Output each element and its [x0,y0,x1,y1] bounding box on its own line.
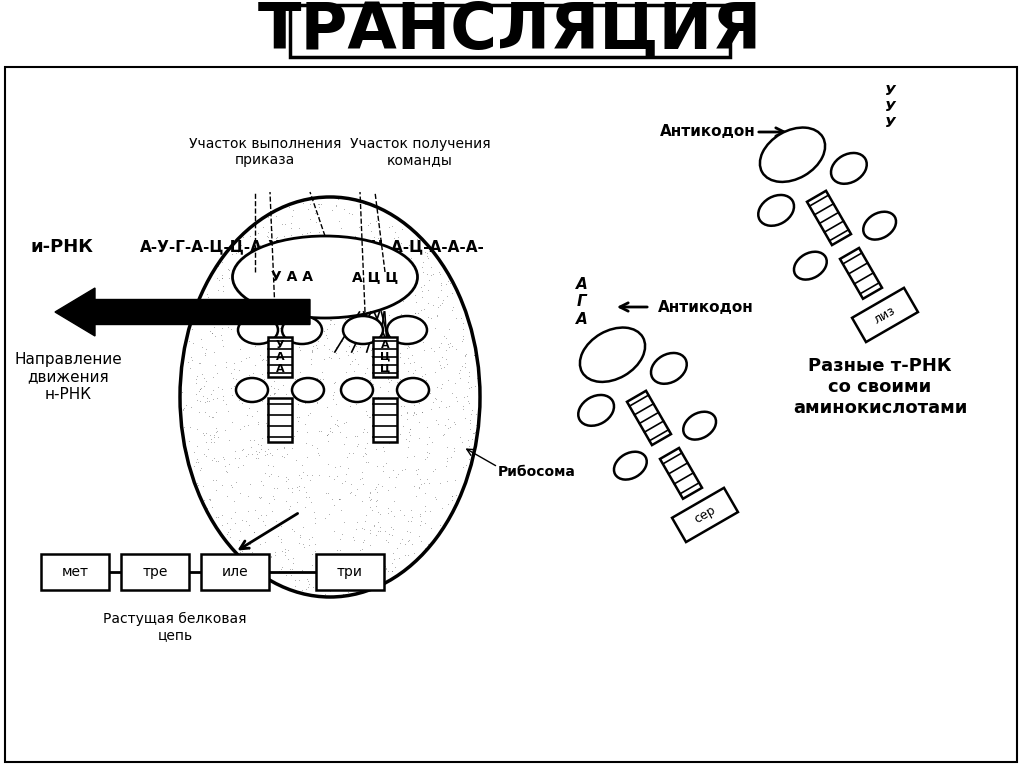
Ellipse shape [236,378,268,402]
Text: Рибосома: Рибосома [498,465,575,479]
Text: мет: мет [61,565,88,579]
Text: лиз: лиз [871,304,898,326]
FancyBboxPatch shape [5,67,1017,762]
Ellipse shape [579,395,614,426]
Text: У
У
У: У У У [885,84,896,130]
FancyBboxPatch shape [290,5,730,57]
Polygon shape [672,488,738,542]
Text: Растущая белковая
цепь: Растущая белковая цепь [103,612,247,642]
Bar [268,337,292,377]
Text: иле: иле [221,565,248,579]
Ellipse shape [292,378,324,402]
Ellipse shape [282,316,322,344]
Text: А
Г
А: А Г А [577,277,588,327]
FancyBboxPatch shape [121,554,189,590]
Ellipse shape [683,412,716,439]
Text: Участок получения
команды: Участок получения команды [349,137,490,167]
Ellipse shape [831,153,866,184]
Polygon shape [840,248,882,299]
Bar [373,337,397,377]
FancyBboxPatch shape [316,554,384,590]
Text: три: три [337,565,362,579]
Text: А Ц Ц: А Ц Ц [352,270,398,284]
Ellipse shape [580,328,645,382]
Ellipse shape [387,316,427,344]
Text: Антикодон: Антикодон [660,124,756,140]
Text: ТРАНСЛЯЦИЯ: ТРАНСЛЯЦИЯ [258,0,762,62]
Ellipse shape [758,195,794,225]
Ellipse shape [397,378,429,402]
Text: и-РНК: и-РНК [30,238,93,256]
Ellipse shape [863,212,896,239]
FancyArrow shape [55,288,310,336]
Text: тре: тре [142,565,168,579]
Text: Разные т-РНК
со своими
аминокислотами: Разные т-РНК со своими аминокислотами [793,357,968,416]
Ellipse shape [343,316,383,344]
Text: Участок выполнения
приказа: Участок выполнения приказа [188,137,341,167]
Ellipse shape [794,252,826,280]
Text: Антикодон: Антикодон [658,299,754,314]
Ellipse shape [651,353,687,384]
Text: А-У-Г-А-Ц-Ц-А-У-У-У-Г-Г-Г-Ц-А-Ц-А-А-А-: А-У-Г-А-Ц-Ц-А-У-У-У-Г-Г-Г-Ц-А-Ц-А-А-А- [140,239,485,255]
Ellipse shape [341,378,373,402]
Ellipse shape [232,236,418,318]
Ellipse shape [238,316,278,344]
Ellipse shape [614,452,647,479]
Text: У
А
А: У А А [275,341,285,374]
Ellipse shape [760,127,825,182]
Polygon shape [660,448,702,499]
Text: А
Ц
Ц: А Ц Ц [380,341,390,374]
FancyBboxPatch shape [201,554,269,590]
Polygon shape [627,391,671,445]
FancyBboxPatch shape [41,554,109,590]
Bar [373,398,397,442]
Polygon shape [852,288,918,342]
Polygon shape [807,191,851,245]
Bar [268,398,292,442]
Text: У А А: У А А [271,270,313,284]
Text: Направление
движения
н-РНК: Направление движения н-РНК [14,352,122,402]
Text: сер: сер [692,504,718,526]
